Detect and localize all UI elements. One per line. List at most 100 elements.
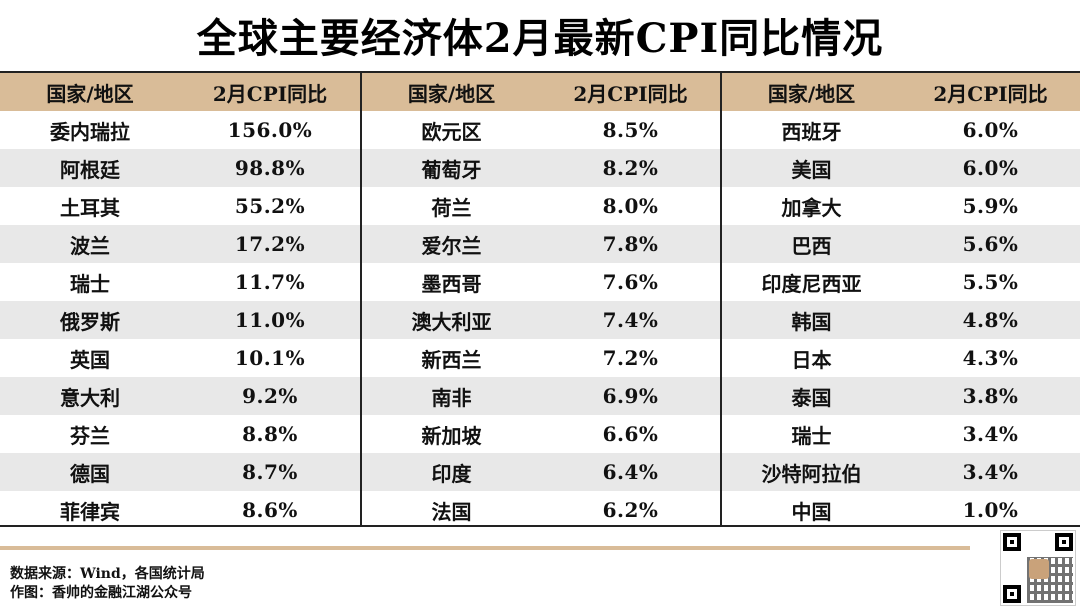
country-cell: 加拿大: [781, 195, 842, 220]
country-cell: 中国: [791, 499, 832, 524]
country-cell: 土耳其: [60, 195, 120, 220]
country-cell: 印度: [431, 461, 472, 486]
table-row: 委内瑞拉 156.0%: [0, 111, 360, 149]
table-row: 欧元区 8.5%: [362, 111, 720, 149]
table-row: 沙特阿拉伯 3.4%: [722, 453, 1080, 491]
cpi-cell: 7.2%: [602, 346, 659, 370]
country-cell: 阿根廷: [60, 157, 120, 182]
table-row: 意大利 9.2%: [0, 377, 360, 415]
table-row: 西班牙 6.0%: [722, 111, 1080, 149]
table-group: 国家/地区 2月CPI同比欧元区 8.5% 葡萄牙 8.2% 荷兰 8.0% 爱尔兰 7.8% 墨…: [360, 73, 720, 525]
cpi-cell: 5.5%: [962, 270, 1019, 294]
cpi-cell: 7.6%: [602, 270, 659, 294]
country-cell: 法国: [431, 499, 472, 524]
country-cell: 巴西: [791, 233, 832, 258]
cpi-cell: 3.8%: [962, 384, 1019, 408]
country-cell: 委内瑞拉: [50, 119, 130, 144]
table-header-row: 国家/地区 2月CPI同比: [0, 73, 360, 111]
table-row: 美国 6.0%: [722, 149, 1080, 187]
country-cell: 英国: [70, 347, 110, 372]
table-row: 泰国 3.8%: [722, 377, 1080, 415]
table-row: 爱尔兰 7.8%: [362, 225, 720, 263]
table-group: 国家/地区 2月CPI同比西班牙 6.0% 美国 6.0% 加拿大 5.9% 巴西 5.6% 印度…: [720, 73, 1080, 525]
table-row: 中国 1.0%: [722, 491, 1080, 529]
cpi-cell: 7.8%: [602, 232, 659, 256]
country-cell: 新西兰: [421, 347, 482, 372]
cpi-cell: 6.0%: [962, 156, 1019, 180]
header-country: 国家/地区: [46, 81, 134, 106]
country-cell: 葡萄牙: [421, 157, 482, 182]
cpi-cell: 156.0%: [227, 118, 313, 142]
cpi-cell: 4.8%: [962, 308, 1019, 332]
chart-author: 作图：香帅的金融江湖公众号: [10, 585, 192, 601]
header-cpi: 2月CPI同比: [933, 81, 1048, 106]
country-cell: 墨西哥: [421, 271, 482, 296]
cpi-table: 国家/地区 2月CPI同比 委内瑞拉 156.0% 阿根廷 98.8% 土耳其 55.2% 波兰…: [0, 71, 1080, 527]
cpi-cell: 6.4%: [602, 460, 659, 484]
country-cell: 芬兰: [70, 423, 110, 448]
country-cell: 俄罗斯: [60, 309, 120, 334]
qr-code-icon: [1000, 530, 1076, 606]
country-cell: 瑞士: [70, 271, 110, 296]
cpi-cell: 8.0%: [602, 194, 659, 218]
country-cell: 日本: [791, 347, 832, 372]
table-header-row: 国家/地区 2月CPI同比: [362, 73, 720, 111]
table-row: 英国 10.1%: [0, 339, 360, 377]
table-row: 加拿大 5.9%: [722, 187, 1080, 225]
cpi-cell: 8.7%: [242, 460, 298, 484]
country-cell: 韩国: [791, 309, 832, 334]
cpi-cell: 17.2%: [234, 232, 306, 256]
country-cell: 西班牙: [781, 119, 842, 144]
country-cell: 菲律宾: [60, 499, 120, 524]
cpi-cell: 8.5%: [602, 118, 659, 142]
header-country: 国家/地区: [767, 81, 856, 106]
table-row: 新加坡 6.6%: [362, 415, 720, 453]
cpi-cell: 10.1%: [234, 346, 306, 370]
country-cell: 南非: [431, 385, 472, 410]
cpi-cell: 1.0%: [962, 498, 1019, 522]
table-row: 南非 6.9%: [362, 377, 720, 415]
cpi-cell: 3.4%: [962, 460, 1019, 484]
cpi-cell: 11.7%: [234, 270, 306, 294]
country-cell: 意大利: [60, 385, 120, 410]
cpi-cell: 6.9%: [602, 384, 659, 408]
source-note: 数据来源：Wind，各国统计局 作图：香帅的金融江湖公众号: [10, 565, 205, 603]
country-cell: 荷兰: [431, 195, 472, 220]
country-cell: 瑞士: [791, 423, 832, 448]
table-row: 土耳其 55.2%: [0, 187, 360, 225]
country-cell: 澳大利亚: [411, 309, 492, 334]
cpi-cell: 5.9%: [962, 194, 1019, 218]
cpi-cell: 55.2%: [234, 194, 306, 218]
table-group: 国家/地区 2月CPI同比 委内瑞拉 156.0% 阿根廷 98.8% 土耳其 55.2% 波兰…: [0, 73, 360, 525]
table-row: 墨西哥 7.6%: [362, 263, 720, 301]
country-cell: 德国: [70, 461, 110, 486]
table-row: 阿根廷 98.8%: [0, 149, 360, 187]
country-cell: 爱尔兰: [421, 233, 482, 258]
cpi-cell: 98.8%: [234, 156, 306, 180]
country-cell: 欧元区: [421, 119, 482, 144]
country-cell: 美国: [791, 157, 832, 182]
cpi-cell: 6.0%: [962, 118, 1019, 142]
data-source: 数据来源：Wind，各国统计局: [10, 566, 205, 582]
cpi-cell: 7.4%: [602, 308, 659, 332]
country-cell: 沙特阿拉伯: [761, 461, 862, 486]
country-cell: 印度尼西亚: [761, 271, 862, 296]
cpi-cell: 8.2%: [602, 156, 659, 180]
cpi-cell: 9.2%: [242, 384, 298, 408]
cpi-cell: 8.8%: [242, 422, 298, 446]
cpi-cell: 8.6%: [242, 498, 298, 522]
header-cpi: 2月CPI同比: [573, 81, 688, 106]
cpi-cell: 6.2%: [602, 498, 659, 522]
cpi-cell: 3.4%: [962, 422, 1019, 446]
table-row: 印度 6.4%: [362, 453, 720, 491]
cpi-cell: 5.6%: [962, 232, 1019, 256]
table-row: 澳大利亚 7.4%: [362, 301, 720, 339]
header-country: 国家/地区: [407, 81, 496, 106]
page-title: 全球主要经济体2月最新CPI同比情况: [196, 15, 884, 62]
cpi-cell: 6.6%: [602, 422, 659, 446]
country-cell: 新加坡: [421, 423, 482, 448]
table-row: 菲律宾 8.6%: [0, 491, 360, 529]
table-row: 芬兰 8.8%: [0, 415, 360, 453]
table-row: 韩国 4.8%: [722, 301, 1080, 339]
table-row: 印度尼西亚 5.5%: [722, 263, 1080, 301]
